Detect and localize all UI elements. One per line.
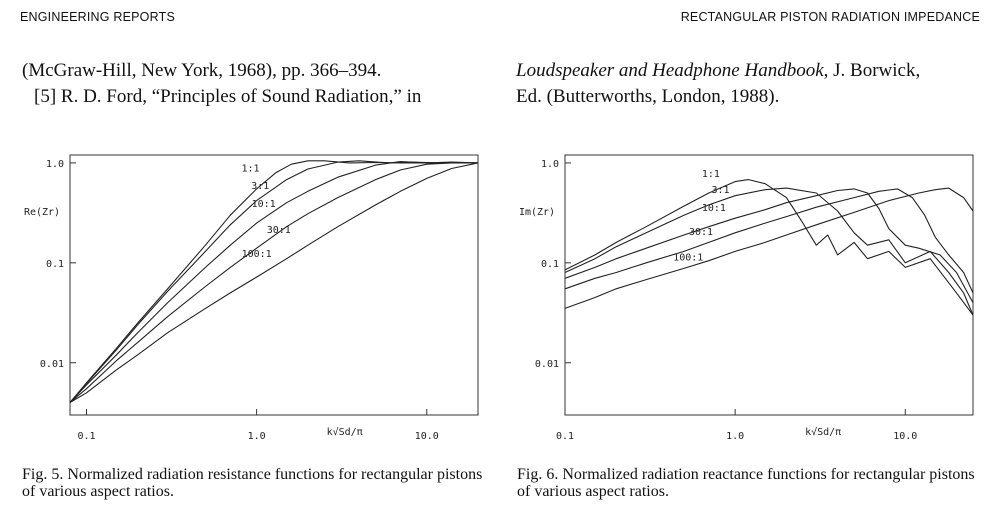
- x-axis-label: k√Sd/π: [327, 426, 363, 438]
- resistance-chart-svg: 1.0 0.1 0.01 0.1 1.0 10.0 Re(Zr) k√Sd/π 1:1 3:1 10…: [24, 154, 479, 442]
- reference-rest: , J. Borwick,: [823, 60, 921, 81]
- series-line-3-1: [564, 187, 974, 316]
- y-tick-label: 1.0: [46, 159, 64, 170]
- running-header-left: ENGINEERING REPORTS: [20, 10, 175, 24]
- series-label: 1:1: [241, 164, 259, 175]
- figure-6-chart: 1.0 0.1 0.01 0.1 1.0 10.0 Im(Zr) k√Sd/π 1:1 3:1 10…: [505, 145, 985, 450]
- x-tick-label: 1.0: [726, 431, 744, 442]
- series-line-3-1: [69, 160, 478, 403]
- figure-5-caption: Fig. 5. Normalized radiation resistance …: [22, 466, 483, 500]
- series-line-10-1: [69, 161, 479, 403]
- y-tick-label: 0.1: [46, 259, 64, 270]
- series-line-30-1: [564, 188, 974, 294]
- figure-6-caption: Fig. 6. Normalized radiation reactance f…: [517, 466, 975, 500]
- x-tick-label: 1.0: [248, 431, 266, 442]
- series-label: 100:1: [673, 253, 703, 264]
- x-axis-label: k√Sd/π: [805, 426, 841, 438]
- figure-5-chart: 1.0 0.1 0.01 0.1 1.0 10.0 Re(Zr) k√Sd/π 1:1 3:1 10…: [10, 145, 490, 450]
- series-label: 3:1: [251, 181, 269, 192]
- running-header-right: RECTANGULAR PISTON RADIATION IMPEDANCE: [680, 10, 980, 24]
- series-line-30-1: [69, 162, 478, 403]
- series-label: 10:1: [252, 199, 276, 210]
- plot-frame: [564, 154, 974, 416]
- y-tick-label: 0.01: [535, 359, 559, 370]
- series-line-100-1: [564, 187, 974, 309]
- reference-line: Ed. (Butterworths, London, 1988).: [516, 86, 780, 107]
- x-tick-label: 0.1: [77, 431, 95, 442]
- book-title: Loudspeaker and Headphone Handbook: [516, 60, 824, 81]
- series-label: 30:1: [267, 225, 291, 236]
- series-label: 100:1: [242, 249, 272, 260]
- series-line-100-1: [69, 162, 479, 403]
- plot-frame: [69, 154, 479, 416]
- reactance-chart-svg: 1.0 0.1 0.01 0.1 1.0 10.0 Im(Zr) k√Sd/π 1:1 3:1 10…: [519, 154, 974, 442]
- x-tick-label: 10.0: [415, 431, 439, 442]
- series-label: 30:1: [689, 227, 713, 238]
- series-label: 10:1: [702, 203, 726, 214]
- y-tick-label: 1.0: [541, 159, 559, 170]
- x-tick-label: 0.1: [556, 431, 574, 442]
- series-line-1-1: [69, 160, 478, 403]
- y-tick-label: 0.01: [40, 359, 64, 370]
- series-line-10-1: [564, 188, 974, 303]
- reference-line: Loudspeaker and Headphone Handbook, J. B…: [516, 58, 920, 84]
- y-tick-label: 0.1: [541, 259, 559, 270]
- x-tick-label: 10.0: [893, 431, 917, 442]
- series-label: 1:1: [702, 169, 720, 180]
- reference-line: [5] R. D. Ford, “Principles of Sound Rad…: [34, 86, 422, 107]
- y-axis-label: Re(Zr): [24, 207, 60, 218]
- y-axis-label: Im(Zr): [519, 207, 555, 218]
- reference-line: (McGraw-Hill, New York, 1968), pp. 366–3…: [22, 60, 382, 81]
- series-line-1-1: [564, 179, 974, 316]
- series-label: 3:1: [711, 185, 729, 196]
